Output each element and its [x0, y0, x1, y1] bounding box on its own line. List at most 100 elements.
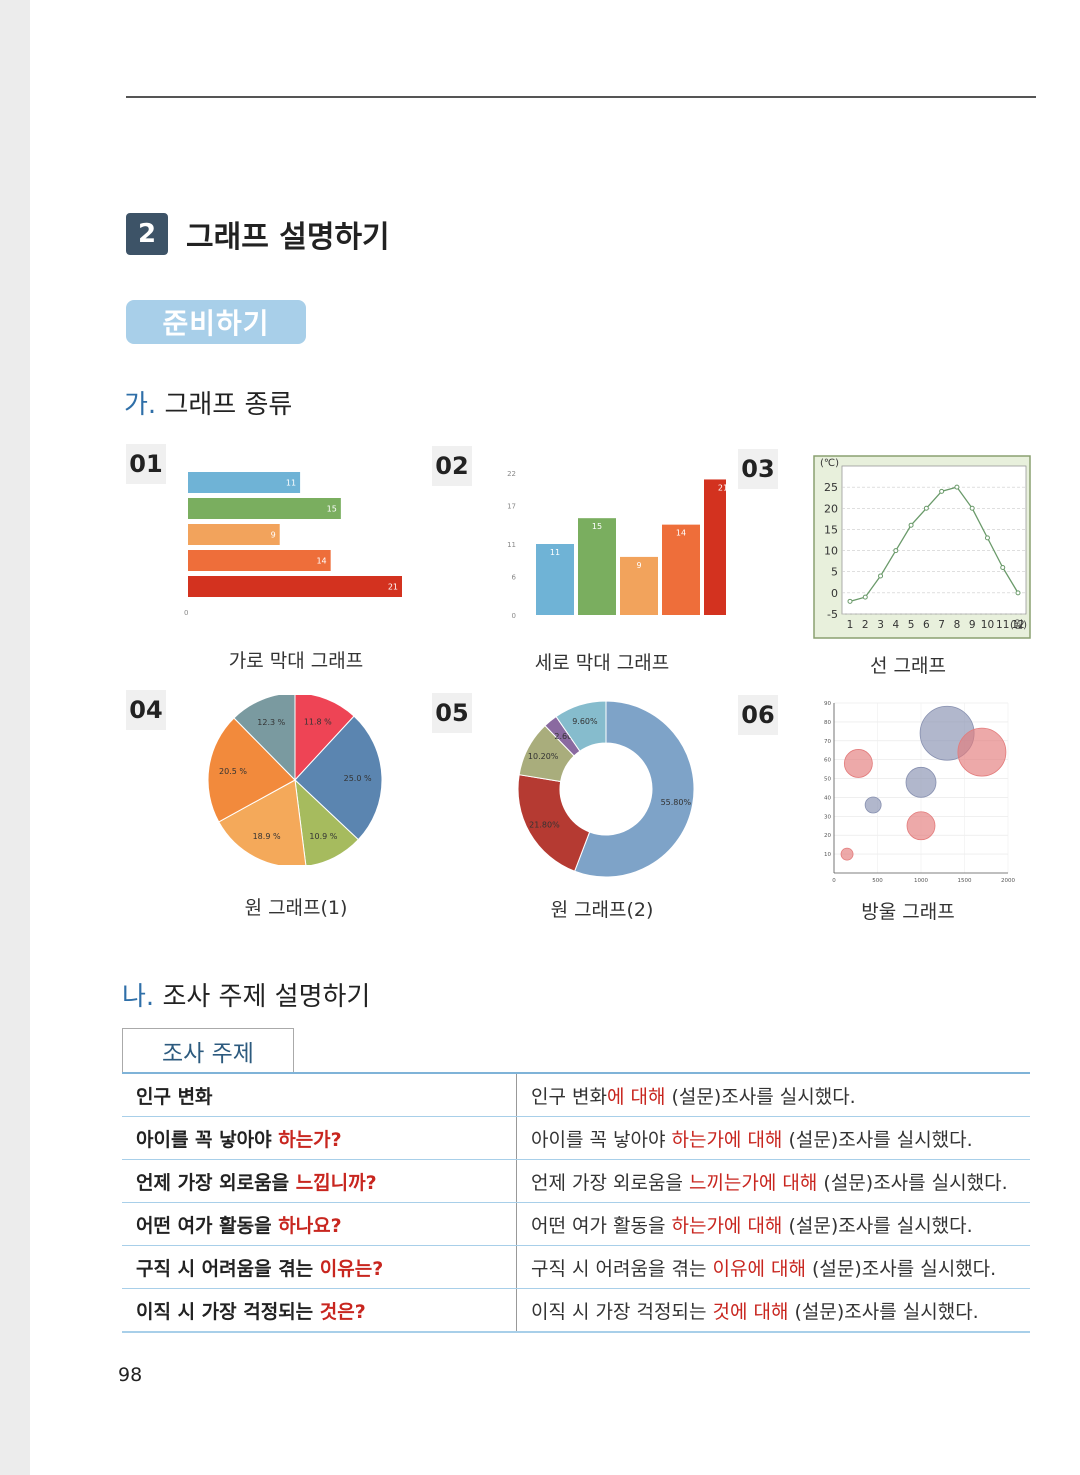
pie-slice	[218, 779, 307, 865]
graph-num-02: 02	[432, 446, 472, 486]
graph-caption-01: 가로 막대 그래프	[228, 650, 364, 672]
graph-caption-03: 선 그래프	[870, 655, 946, 677]
donut-segment	[573, 700, 695, 878]
x-tick-label: 3	[877, 619, 884, 631]
graph-caption-04: 원 그래프(1)	[244, 897, 348, 919]
question-highlight: 것은?	[319, 1300, 366, 1323]
slice-label: 18.9 %	[253, 832, 281, 841]
plot-area	[841, 465, 1027, 615]
bubble	[906, 811, 936, 841]
bar	[188, 576, 402, 597]
survey-question: 인구 변화	[122, 1072, 517, 1117]
table-row: 아이를 꼭 낳아야 하는가? 아이를 꼭 낳아야 하는가에 대해 (설문)조사를 …	[122, 1116, 1030, 1160]
table-row: 인구 변화 인구 변화에 대해 (설문)조사를 실시했다.	[122, 1072, 1030, 1117]
table-row: 언제 가장 외로움을 느낍니까? 언제 가장 외로움을 느끼는가에 대해 (설문)…	[122, 1159, 1030, 1203]
answer-tail: (설문)조사를 실시했다.	[817, 1171, 1008, 1194]
section-title: 그래프 설명하기	[186, 220, 390, 255]
y-unit-label: (℃)	[820, 458, 839, 469]
data-label: 14	[676, 529, 686, 538]
horizontal-bar-chart: 11 15 9 14 21 0	[184, 472, 402, 617]
y-tick-label: 0	[831, 587, 838, 600]
axis-label: 0	[184, 609, 188, 617]
x-tick-label: 4	[892, 619, 899, 631]
segment-label: 2.60%	[554, 732, 580, 741]
donut-chart: 55.80% 21.80% 10.20% 2.60% 9.60%	[517, 700, 695, 878]
answer-text: 구직 시 어려움을 겪는	[531, 1257, 713, 1280]
data-point	[893, 548, 899, 554]
bubble-chart: 90 80 70 60 50 40 30 20 10 0 500 1000 1500 2000	[824, 701, 1015, 884]
data-point	[878, 573, 884, 579]
answer-text: 인구 변화	[531, 1085, 607, 1108]
y-tick-label: 25	[824, 481, 838, 494]
x-tick-label: 5	[908, 619, 915, 631]
data-label: 15	[327, 505, 337, 514]
y-tick-label: 50	[824, 777, 831, 783]
y-tick-label: 11	[507, 541, 516, 549]
y-tick-label: 80	[824, 720, 831, 726]
pie-slice	[294, 778, 360, 865]
slice-label: 25.0 %	[344, 774, 372, 783]
bubble	[843, 749, 873, 778]
bar	[188, 472, 301, 493]
data-label: 14	[316, 557, 326, 566]
donut-segment	[555, 700, 607, 752]
pie-slice	[233, 695, 296, 782]
y-tick-label: 40	[824, 795, 831, 801]
answer-tail: (설문)조사를 실시했다.	[782, 1214, 973, 1237]
bar	[188, 498, 341, 519]
segment-label: 9.60%	[572, 717, 598, 726]
x-tick-label: 0	[832, 878, 836, 884]
answer-highlight: 에 대해	[606, 1085, 666, 1108]
bar	[662, 524, 700, 615]
y-tick-label: 0	[512, 612, 516, 620]
x-tick-label: 6	[923, 619, 930, 631]
answer-text: 언제 가장 외로움을	[531, 1171, 689, 1194]
bar	[620, 556, 658, 615]
x-tick-label: 1000	[914, 878, 928, 884]
question-text: 인구 변화	[136, 1085, 213, 1108]
x-tick-label: 8	[954, 619, 961, 631]
y-tick-label: 15	[824, 523, 838, 536]
y-tick-label: 20	[824, 833, 831, 839]
data-label: 9	[636, 561, 641, 570]
data-label: 21	[388, 583, 398, 592]
answer-tail: (설문)조사를 실시했다.	[665, 1085, 856, 1108]
question-highlight: 이유는?	[319, 1257, 384, 1280]
question-highlight: 느낍니까?	[295, 1171, 377, 1194]
answer-highlight: 것에 대해	[712, 1300, 789, 1323]
graph-num-04: 04	[126, 690, 166, 730]
y-tick-label: 10	[824, 852, 831, 858]
series-line	[849, 486, 1019, 602]
x-tick-label: 10	[981, 619, 994, 631]
top-rule	[126, 96, 1036, 98]
survey-table: 인구 변화 인구 변화에 대해 (설문)조사를 실시했다. 아이를 꼭 낳아야 하는…	[122, 1072, 1030, 1333]
data-label: 9	[271, 531, 276, 540]
x-tick-label: 2000	[1001, 878, 1015, 884]
y-tick-label: 17	[507, 502, 516, 510]
segment-label: 55.80%	[661, 798, 692, 807]
section-heading: 2 그래프 설명하기	[126, 212, 390, 256]
part-a-mark: 가.	[124, 390, 157, 420]
y-tick-label: 90	[824, 701, 831, 707]
bar	[578, 518, 616, 615]
survey-tab: 조사 주제	[122, 1028, 294, 1073]
y-tick-label: 70	[824, 739, 831, 745]
survey-question: 언제 가장 외로움을 느낍니까?	[122, 1159, 517, 1203]
survey-answer: 구직 시 어려움을 겪는 이유에 대해 (설문)조사를 실시했다.	[516, 1245, 1030, 1289]
y-tick-label: 60	[824, 758, 831, 764]
answer-highlight: 이유에 대해	[712, 1257, 806, 1280]
question-text: 언제 가장 외로움을	[136, 1171, 296, 1194]
graph-num-05: 05	[432, 693, 472, 733]
answer-highlight: 하는가에 대해	[671, 1214, 783, 1237]
survey-answer: 이직 시 가장 걱정되는 것에 대해 (설문)조사를 실시했다.	[516, 1288, 1030, 1333]
data-label: 21	[718, 483, 726, 492]
y-tick-label: 30	[824, 814, 831, 820]
data-point	[862, 594, 868, 600]
page-number: 98	[118, 1364, 143, 1386]
data-point	[1015, 590, 1021, 596]
data-point	[1000, 564, 1006, 570]
slice-label: 10.9 %	[309, 832, 337, 841]
y-tick-label: 5	[831, 566, 838, 579]
bubble	[840, 847, 854, 861]
survey-question: 아이를 꼭 낳아야 하는가?	[122, 1116, 517, 1160]
